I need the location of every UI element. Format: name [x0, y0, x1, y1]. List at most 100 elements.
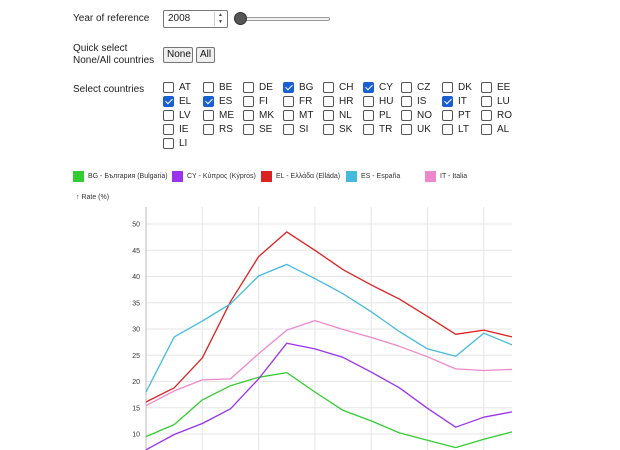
country-option-rs[interactable]: RS — [203, 123, 233, 136]
spin-up-icon[interactable]: ▲ — [218, 12, 223, 18]
country-checkbox-pl[interactable] — [363, 110, 374, 121]
country-checkbox-ro[interactable] — [481, 110, 492, 121]
country-checkbox-uk[interactable] — [401, 124, 412, 135]
country-option-ie[interactable]: IE — [163, 123, 188, 136]
country-checkbox-sk[interactable] — [323, 124, 334, 135]
country-checkbox-is[interactable] — [401, 96, 412, 107]
legend-label: BG - България (Bulgaria) — [88, 173, 168, 180]
country-code-label: LV — [179, 110, 191, 121]
country-checkbox-cz[interactable] — [401, 82, 412, 93]
country-checkbox-rs[interactable] — [203, 124, 214, 135]
series-line-es[interactable] — [145, 263, 513, 393]
country-checkbox-si[interactable] — [283, 124, 294, 135]
country-option-mk[interactable]: MK — [243, 109, 274, 122]
legend-item-bg[interactable]: BG - България (Bulgaria) — [73, 171, 168, 182]
country-checkbox-nl[interactable] — [323, 110, 334, 121]
country-checkbox-tr[interactable] — [363, 124, 374, 135]
series-line-el[interactable] — [145, 231, 513, 403]
series-line-it[interactable] — [145, 319, 513, 407]
country-checkbox-lv[interactable] — [163, 110, 174, 121]
country-option-it[interactable]: IT — [442, 95, 467, 108]
year-slider[interactable] — [234, 12, 330, 26]
series-line-bg[interactable] — [145, 371, 513, 449]
country-checkbox-ee[interactable] — [481, 82, 492, 93]
country-option-ro[interactable]: RO — [481, 109, 512, 122]
country-code-label: PT — [458, 110, 471, 121]
country-option-dk[interactable]: DK — [442, 81, 472, 94]
series-line-cy[interactable] — [145, 342, 513, 450]
country-checkbox-dk[interactable] — [442, 82, 453, 93]
legend-item-cy[interactable]: CY - Κύπρος (Kýpros) — [172, 171, 256, 182]
country-checkbox-it[interactable] — [442, 96, 453, 107]
country-checkbox-de[interactable] — [243, 82, 254, 93]
country-checkbox-el[interactable] — [163, 96, 174, 107]
legend-label: ES - España — [361, 173, 401, 180]
country-option-el[interactable]: EL — [163, 95, 191, 108]
select-none-button[interactable]: None — [163, 47, 193, 63]
country-option-lv[interactable]: LV — [163, 109, 191, 122]
country-option-de[interactable]: DE — [243, 81, 273, 94]
country-checkbox-hu[interactable] — [363, 96, 374, 107]
country-checkbox-hr[interactable] — [323, 96, 334, 107]
country-option-at[interactable]: AT — [163, 81, 191, 94]
country-checkbox-ch[interactable] — [323, 82, 334, 93]
year-spinner[interactable]: ▲ ▼ — [214, 12, 226, 26]
country-option-mt[interactable]: MT — [283, 109, 313, 122]
country-option-no[interactable]: NO — [401, 109, 432, 122]
country-checkbox-al[interactable] — [481, 124, 492, 135]
country-checkbox-li[interactable] — [163, 138, 174, 149]
country-option-tr[interactable]: TR — [363, 123, 392, 136]
country-option-pt[interactable]: PT — [442, 109, 471, 122]
country-checkbox-ie[interactable] — [163, 124, 174, 135]
country-option-nl[interactable]: NL — [323, 109, 352, 122]
country-checkbox-es[interactable] — [203, 96, 214, 107]
country-option-me[interactable]: ME — [203, 109, 234, 122]
country-checkbox-lu[interactable] — [481, 96, 492, 107]
country-option-is[interactable]: IS — [401, 95, 426, 108]
country-option-lu[interactable]: LU — [481, 95, 510, 108]
country-option-bg[interactable]: BG — [283, 81, 313, 94]
country-option-sk[interactable]: SK — [323, 123, 352, 136]
country-checkbox-mk[interactable] — [243, 110, 254, 121]
country-checkbox-lt[interactable] — [442, 124, 453, 135]
country-option-li[interactable]: LI — [163, 137, 187, 150]
country-checkbox-me[interactable] — [203, 110, 214, 121]
country-option-uk[interactable]: UK — [401, 123, 431, 136]
country-checkbox-no[interactable] — [401, 110, 412, 121]
spin-down-icon[interactable]: ▼ — [218, 19, 223, 25]
country-option-es[interactable]: ES — [203, 95, 232, 108]
country-checkbox-be[interactable] — [203, 82, 214, 93]
select-all-button[interactable]: All — [196, 47, 215, 63]
country-option-fr[interactable]: FR — [283, 95, 312, 108]
country-option-ee[interactable]: EE — [481, 81, 510, 94]
country-option-pl[interactable]: PL — [363, 109, 391, 122]
y-tick-label: 45 — [132, 248, 140, 255]
country-option-hu[interactable]: HU — [363, 95, 393, 108]
country-option-cy[interactable]: CY — [363, 81, 393, 94]
country-code-label: CY — [379, 82, 393, 93]
country-option-ch[interactable]: CH — [323, 81, 353, 94]
country-checkbox-pt[interactable] — [442, 110, 453, 121]
legend-item-el[interactable]: EL - Ελλάδα (Elláda) — [261, 171, 340, 182]
legend-item-it[interactable]: IT - Italia — [425, 171, 467, 182]
country-option-cz[interactable]: CZ — [401, 81, 430, 94]
country-checkbox-se[interactable] — [243, 124, 254, 135]
slider-thumb[interactable] — [234, 12, 247, 25]
country-option-be[interactable]: BE — [203, 81, 232, 94]
country-option-hr[interactable]: HR — [323, 95, 353, 108]
country-checkbox-fr[interactable] — [283, 96, 294, 107]
country-code-label: HR — [339, 96, 354, 107]
country-checkbox-fi[interactable] — [243, 96, 254, 107]
country-code-label: IE — [179, 124, 189, 135]
country-option-lt[interactable]: LT — [442, 123, 469, 136]
country-checkbox-bg[interactable] — [283, 82, 294, 93]
country-option-se[interactable]: SE — [243, 123, 272, 136]
country-checkbox-at[interactable] — [163, 82, 174, 93]
legend-item-es[interactable]: ES - España — [346, 171, 400, 182]
year-input[interactable]: 2008 ▲ ▼ — [163, 10, 228, 28]
country-checkbox-mt[interactable] — [283, 110, 294, 121]
country-option-si[interactable]: SI — [283, 123, 308, 136]
country-checkbox-cy[interactable] — [363, 82, 374, 93]
country-option-al[interactable]: AL — [481, 123, 509, 136]
country-option-fi[interactable]: FI — [243, 95, 268, 108]
